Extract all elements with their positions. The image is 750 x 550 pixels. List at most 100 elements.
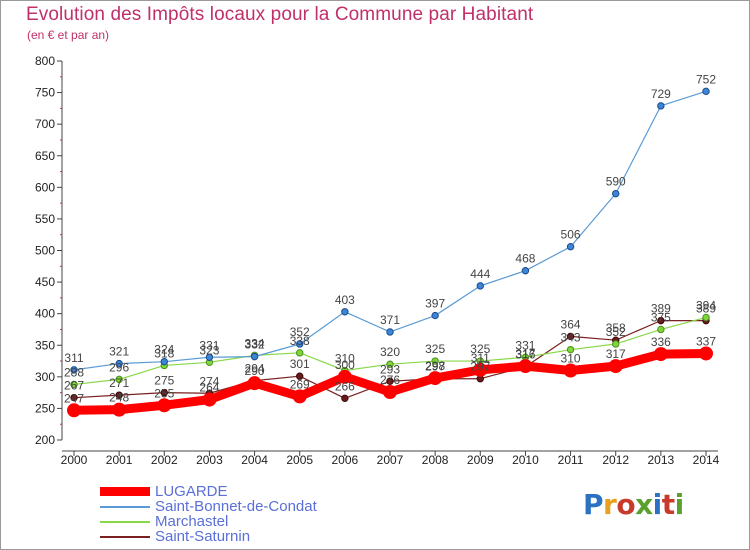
data-point bbox=[70, 366, 78, 374]
data-label: 389 bbox=[696, 302, 716, 316]
data-point bbox=[160, 357, 168, 366]
data-label: 275 bbox=[154, 374, 174, 388]
data-point bbox=[653, 347, 668, 362]
data-point bbox=[566, 332, 575, 341]
data-point bbox=[292, 389, 307, 404]
data-point bbox=[296, 340, 304, 348]
data-point bbox=[657, 102, 665, 110]
data-point bbox=[115, 375, 123, 384]
data-point bbox=[67, 403, 81, 418]
data-label: 301 bbox=[290, 357, 310, 371]
data-point bbox=[160, 388, 168, 397]
data-label: 397 bbox=[425, 297, 445, 311]
data-label: 317 bbox=[515, 347, 535, 361]
chart-title: Evolution des Impôts locaux pour la Comm… bbox=[26, 4, 534, 25]
data-label: 334 bbox=[245, 336, 265, 350]
data-label: 321 bbox=[109, 345, 129, 359]
chart-axes: 200 250 300 350 400 450 500 550 600 650 700 750 800 2… bbox=[35, 54, 720, 467]
legend-label: LUGARDE bbox=[155, 483, 228, 500]
data-label: 264 bbox=[199, 381, 219, 395]
data-point bbox=[699, 346, 713, 361]
series-lugarde bbox=[67, 346, 713, 418]
data-label: 338 bbox=[290, 334, 310, 348]
data-point bbox=[386, 360, 394, 368]
chart-subtitle: (en € et par an) bbox=[27, 28, 110, 42]
data-label: 371 bbox=[380, 313, 400, 327]
x-tick-label: 2004 bbox=[241, 453, 268, 467]
proxiti-logo: Proxiti bbox=[583, 488, 684, 521]
data-label: 317 bbox=[606, 347, 626, 361]
data-label: 444 bbox=[470, 267, 490, 281]
data-point bbox=[608, 359, 623, 374]
x-tick-label: 2012 bbox=[602, 453, 629, 467]
data-label: 325 bbox=[425, 342, 445, 356]
data-label: 297 bbox=[470, 360, 490, 374]
data-label: 294 bbox=[245, 362, 265, 376]
data-point bbox=[112, 402, 127, 417]
data-label: 343 bbox=[561, 331, 581, 345]
data-label: 320 bbox=[380, 345, 400, 359]
data-label: 375 bbox=[651, 310, 671, 324]
data-label: 311 bbox=[471, 351, 490, 365]
y-tick-label: 250 bbox=[35, 401, 55, 415]
data-label: 752 bbox=[696, 72, 716, 86]
x-tick-label: 2013 bbox=[648, 453, 675, 467]
data-point bbox=[428, 371, 443, 386]
data-label: 266 bbox=[335, 379, 355, 393]
x-tick-label: 2007 bbox=[377, 453, 404, 467]
x-tick-label: 2010 bbox=[512, 453, 539, 467]
data-point bbox=[70, 393, 78, 402]
data-label: 337 bbox=[696, 334, 716, 348]
data-point bbox=[205, 353, 214, 361]
data-point bbox=[476, 282, 484, 290]
y-tick-label: 600 bbox=[35, 180, 55, 194]
legend-label: Saint-Saturnin bbox=[155, 528, 251, 545]
data-label: 590 bbox=[606, 175, 626, 189]
data-point bbox=[521, 267, 530, 275]
data-label: 300 bbox=[335, 358, 355, 372]
y-tick-label: 300 bbox=[35, 370, 55, 384]
data-label: 310 bbox=[335, 352, 355, 366]
data-label: 318 bbox=[154, 346, 174, 360]
chart-series bbox=[67, 87, 713, 418]
y-tick-label: 450 bbox=[35, 275, 55, 289]
data-label: 290 bbox=[245, 364, 265, 378]
data-point bbox=[657, 325, 665, 334]
data-point bbox=[247, 376, 262, 391]
data-point bbox=[518, 359, 533, 374]
x-tick-label: 2008 bbox=[422, 453, 449, 467]
data-point bbox=[157, 398, 172, 413]
data-point bbox=[341, 308, 349, 316]
legend-swatch bbox=[100, 536, 150, 538]
x-tick-label: 2014 bbox=[693, 453, 720, 467]
data-label: 331 bbox=[515, 338, 535, 352]
data-label: 247 bbox=[64, 391, 84, 405]
y-tick-label: 500 bbox=[35, 244, 55, 258]
data-label: 394 bbox=[696, 298, 716, 312]
legend-label: Marchastel bbox=[155, 513, 229, 530]
data-point bbox=[250, 352, 259, 361]
data-label: 248 bbox=[109, 391, 129, 405]
data-point bbox=[566, 345, 575, 354]
legend-swatch bbox=[100, 487, 150, 496]
data-label: 323 bbox=[199, 343, 219, 357]
data-label: 352 bbox=[290, 325, 310, 339]
y-tick-label: 200 bbox=[35, 433, 55, 447]
data-label: 274 bbox=[199, 374, 219, 388]
x-tick-label: 2001 bbox=[106, 453, 133, 467]
data-point bbox=[115, 359, 123, 368]
y-tick-label: 350 bbox=[35, 338, 55, 352]
legend-swatch bbox=[100, 506, 150, 508]
data-point bbox=[202, 392, 217, 407]
data-point bbox=[657, 316, 665, 325]
legend-swatch bbox=[100, 521, 150, 523]
data-label: 310 bbox=[561, 352, 581, 366]
data-point bbox=[473, 362, 488, 377]
data-label: 298 bbox=[425, 359, 445, 373]
data-point bbox=[612, 189, 620, 198]
data-label: 332 bbox=[245, 338, 265, 352]
data-label: 364 bbox=[561, 317, 581, 331]
data-label: 267 bbox=[64, 379, 84, 393]
